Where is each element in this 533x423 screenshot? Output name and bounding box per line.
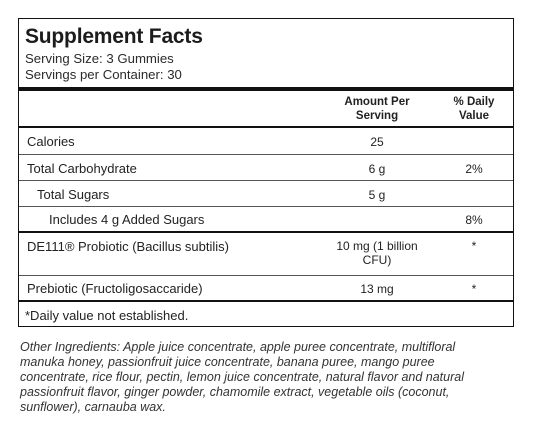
row-label: Calories bbox=[27, 134, 75, 149]
footnote: *Daily value not established. bbox=[25, 308, 189, 323]
section-divider bbox=[19, 231, 513, 233]
row-dv: * bbox=[471, 282, 477, 296]
row-label: DE111® Probiotic (Bacillus subtilis) bbox=[27, 239, 230, 254]
row-label: Total Sugars bbox=[37, 187, 110, 202]
section-divider bbox=[19, 300, 513, 302]
daily-value-header: % Daily Value bbox=[443, 95, 505, 123]
row-amount: 10 mg (1 billion CFU) bbox=[315, 239, 439, 267]
row-divider bbox=[19, 180, 513, 181]
table-row: Total Sugars 5 g bbox=[19, 181, 513, 207]
row-divider bbox=[19, 154, 513, 155]
row-amount-line2: CFU) bbox=[362, 253, 392, 267]
supplement-facts-panel: Supplement Facts Serving Size: 3 Gummies… bbox=[18, 18, 514, 327]
table-row: Total Carbohydrate 6 g 2% bbox=[19, 155, 513, 181]
dv-header-line2: Value bbox=[458, 110, 490, 122]
panel-title: Supplement Facts bbox=[25, 25, 203, 48]
table-row: Calories 25 bbox=[19, 128, 513, 154]
row-divider bbox=[19, 206, 513, 207]
table-row: Prebiotic (Fructoligosaccaride) 13 mg * bbox=[19, 276, 513, 300]
row-label: Includes 4 g Added Sugars bbox=[49, 212, 205, 227]
row-dv: 2% bbox=[465, 162, 483, 176]
amount-header-line1: Amount Per bbox=[344, 96, 410, 108]
thick-divider bbox=[19, 87, 513, 91]
header-divider bbox=[19, 126, 513, 128]
row-amount: 6 g bbox=[368, 162, 386, 176]
row-label: Total Carbohydrate bbox=[27, 161, 137, 176]
other-ingredients: Other Ingredients: Apple juice concentra… bbox=[20, 340, 465, 414]
row-label: Prebiotic (Fructoligosaccaride) bbox=[27, 281, 203, 296]
servings-per-container: Servings per Container: 30 bbox=[25, 67, 182, 82]
row-amount: 5 g bbox=[368, 188, 386, 202]
serving-size: Serving Size: 3 Gummies bbox=[25, 51, 174, 66]
row-amount: 13 mg bbox=[360, 282, 394, 296]
row-amount-line1: 10 mg (1 billion bbox=[336, 239, 418, 253]
row-divider bbox=[19, 275, 513, 276]
row-amount: 25 bbox=[370, 135, 384, 149]
row-dv: * bbox=[471, 239, 477, 253]
table-row: Includes 4 g Added Sugars 8% bbox=[19, 207, 513, 231]
table-row: DE111® Probiotic (Bacillus subtilis) 10 … bbox=[19, 233, 513, 275]
dv-header-line1: % Daily bbox=[453, 96, 495, 108]
row-dv: 8% bbox=[465, 213, 483, 227]
amount-header-line2: Serving bbox=[355, 110, 399, 122]
amount-per-serving-header: Amount Per Serving bbox=[315, 95, 439, 123]
